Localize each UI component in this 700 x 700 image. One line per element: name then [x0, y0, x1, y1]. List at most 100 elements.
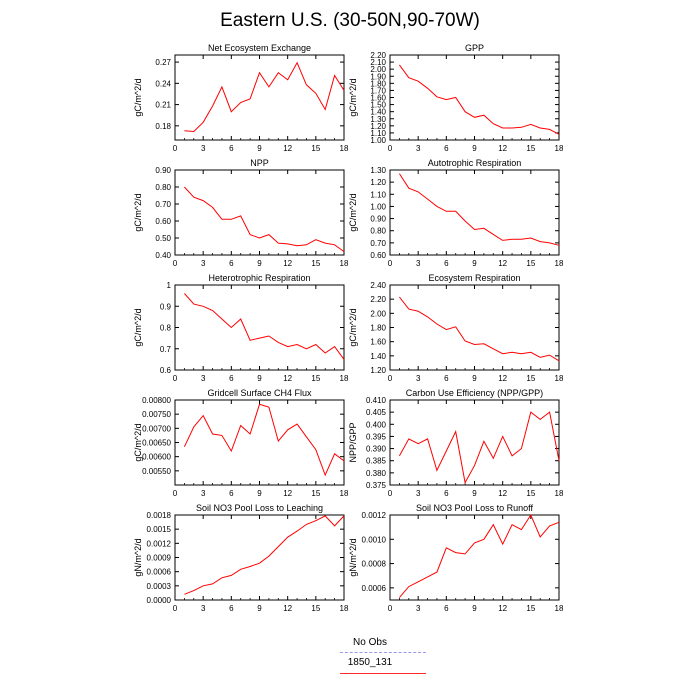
chart-title: Autotrophic Respiration: [428, 158, 522, 168]
chart-panel-5: Heterotrophic Respiration gC/m^2/d 0 3 6 9 12 1…: [133, 273, 349, 383]
y-axis-label: gC/m^2/d: [133, 423, 143, 461]
x-tick-label: 18: [555, 374, 564, 383]
y-tick-label: 0.40: [155, 251, 171, 260]
x-tick-label: 9: [472, 489, 477, 498]
series-line-1: [398, 64, 560, 135]
x-tick-label: 0: [388, 604, 393, 613]
y-axis-label: gN/m^2/d: [133, 538, 143, 576]
y-tick-label: 0.405: [366, 408, 387, 417]
y-tick-label: 0.0012: [362, 511, 387, 520]
y-tick-label: 2.10: [370, 58, 386, 67]
y-tick-label: 0.50: [155, 234, 171, 243]
y-tick-label: 1.00: [370, 136, 386, 145]
x-tick-label: 6: [229, 489, 234, 498]
x-tick-label: 15: [526, 374, 535, 383]
x-tick-label: 0: [173, 604, 178, 613]
chart-title: Ecosystem Respiration: [428, 273, 520, 283]
y-tick-label: 0.0009: [147, 554, 172, 563]
plot-frame: [174, 169, 345, 256]
chart-panel-1: Net Ecosystem Exchange gC/m^2/d 0 3 6 9 12 15 18…: [133, 43, 349, 153]
y-tick-label: 1.30: [370, 115, 386, 124]
chart-title: Net Ecosystem Exchange: [208, 43, 311, 53]
series-line-1: [399, 513, 560, 598]
y-tick-label: 0.27: [155, 58, 171, 67]
x-tick-label: 3: [416, 604, 421, 613]
y-tick-label: 0.60: [370, 251, 386, 260]
y-axis-label: gN/m^2/d: [348, 538, 358, 576]
x-tick-label: 9: [257, 374, 262, 383]
chart-title: Soil NO3 Pool Loss to Leaching: [196, 503, 323, 513]
y-tick-label: 0.90: [370, 215, 386, 224]
chart-title: GPP: [465, 43, 484, 53]
series-line-1: [184, 186, 345, 253]
chart-panel-6: Ecosystem Respiration gC/m^2/d 0 3 6 9 12 15 18 1…: [348, 273, 564, 383]
x-tick-label: 15: [311, 374, 320, 383]
plot-frame: [389, 514, 560, 601]
y-tick-label: 0.90: [155, 166, 171, 175]
y-tick-label: 2.40: [370, 281, 386, 290]
x-tick-label: 3: [416, 489, 421, 498]
chart-panel-9: Soil NO3 Pool Loss to Leaching gN/m^2/d 0 3…: [133, 503, 349, 613]
y-tick-label: 1.20: [370, 122, 386, 131]
y-tick-label: 0.6: [160, 366, 172, 375]
y-axis-label: gC/m^2/d: [133, 193, 143, 231]
x-tick-label: 9: [257, 604, 262, 613]
x-tick-label: 6: [444, 259, 449, 268]
x-tick-label: 6: [444, 374, 449, 383]
y-tick-label: 1.70: [370, 86, 386, 95]
y-tick-label: 1.80: [370, 324, 386, 333]
x-tick-label: 15: [311, 259, 320, 268]
series-line-1: [183, 403, 345, 477]
y-tick-label: 0.0018: [147, 511, 172, 520]
x-tick-label: 12: [498, 374, 507, 383]
y-tick-label: 2.20: [370, 51, 386, 60]
y-axis-label: gC/m^2/d: [348, 308, 358, 346]
y-axis-label: gC/m^2/d: [133, 308, 143, 346]
y-tick-label: 0.80: [370, 227, 386, 236]
y-tick-label: 0.395: [366, 432, 387, 441]
x-tick-label: 3: [201, 144, 206, 153]
plot-frame: [389, 54, 560, 141]
y-tick-label: 0.00800: [142, 396, 171, 405]
plot-frame: [389, 284, 560, 371]
x-tick-label: 9: [472, 604, 477, 613]
y-tick-label: 1.10: [370, 129, 386, 138]
y-tick-label: 0.410: [366, 396, 387, 405]
y-tick-label: 0.7: [160, 345, 172, 354]
y-tick-label: 0.70: [370, 239, 386, 248]
x-tick-label: 15: [311, 604, 320, 613]
plot-frame: [174, 284, 345, 371]
y-tick-label: 0.400: [366, 420, 387, 429]
y-tick-label: 0.9: [160, 302, 172, 311]
x-tick-label: 0: [173, 489, 178, 498]
legend-label-no-obs: No Obs: [353, 637, 387, 648]
x-tick-label: 0: [173, 144, 178, 153]
y-tick-label: 0.0015: [147, 525, 172, 534]
y-tick-label: 0.60: [155, 217, 171, 226]
x-tick-label: 9: [472, 144, 477, 153]
x-tick-label: 6: [229, 144, 234, 153]
y-tick-label: 1.50: [370, 101, 386, 110]
x-tick-label: 15: [311, 144, 320, 153]
y-tick-label: 0.00600: [142, 453, 171, 462]
x-tick-label: 3: [201, 374, 206, 383]
x-tick-label: 6: [444, 489, 449, 498]
x-tick-label: 3: [201, 489, 206, 498]
legend-line-run: [340, 673, 426, 674]
chart-panel-3: NPP gC/m^2/d 0 3 6 9 12 15 18 0.40 0.50 0.60 0.70 0.8…: [133, 158, 349, 268]
series-line-1: [184, 515, 345, 595]
y-tick-label: 1.90: [370, 72, 386, 81]
y-tick-label: 1.60: [370, 338, 386, 347]
x-tick-label: 12: [498, 604, 507, 613]
chart-title: NPP: [250, 158, 269, 168]
x-tick-label: 3: [201, 259, 206, 268]
x-tick-label: 18: [555, 259, 564, 268]
y-tick-label: 1.00: [370, 202, 386, 211]
x-tick-label: 12: [498, 259, 507, 268]
series-line-1: [399, 296, 560, 362]
x-tick-label: 9: [472, 374, 477, 383]
y-tick-label: 1.60: [370, 94, 386, 103]
x-tick-label: 3: [201, 604, 206, 613]
x-tick-label: 0: [388, 144, 393, 153]
series-line-1: [184, 61, 345, 133]
